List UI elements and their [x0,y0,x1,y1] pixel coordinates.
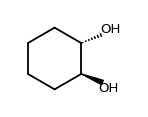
Text: OH: OH [98,82,118,95]
Text: OH: OH [100,23,121,36]
Polygon shape [81,74,103,85]
